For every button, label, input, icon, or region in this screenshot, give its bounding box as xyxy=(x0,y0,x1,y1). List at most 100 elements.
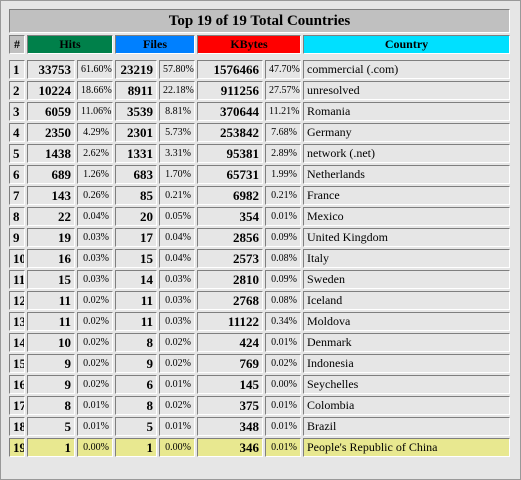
table-cell: 11.06% xyxy=(77,102,113,121)
table-row: 13 11 0.02% 11 0.03% 11122 0.34% Moldova xyxy=(9,312,510,331)
table-cell: 95381 xyxy=(197,144,263,163)
table-cell: 0.21% xyxy=(265,186,301,205)
table-cell: Iceland xyxy=(303,291,510,310)
table-cell: 12 xyxy=(9,291,25,310)
table-cell: 0.21% xyxy=(159,186,195,205)
header-cell: KBytes xyxy=(197,35,301,54)
table-cell: France xyxy=(303,186,510,205)
table-cell: 1 xyxy=(27,438,75,457)
table-cell: 0.02% xyxy=(159,354,195,373)
table-cell: 65731 xyxy=(197,165,263,184)
table-cell: 4 xyxy=(9,123,25,142)
table-cell: 47.70% xyxy=(265,60,301,79)
table-cell: 0.01% xyxy=(159,375,195,394)
header-cell: Files xyxy=(115,35,195,54)
table-cell: 7.68% xyxy=(265,123,301,142)
table-cell: 16 xyxy=(9,375,25,394)
table-cell: 1438 xyxy=(27,144,75,163)
table-cell: 0.34% xyxy=(265,312,301,331)
table-cell: 1.26% xyxy=(77,165,113,184)
table-cell: 20 xyxy=(115,207,157,226)
table-cell: Denmark xyxy=(303,333,510,352)
table-cell: 61.60% xyxy=(77,60,113,79)
table-cell: 9 xyxy=(27,354,75,373)
table-cell: 2810 xyxy=(197,270,263,289)
table-cell: Moldova xyxy=(303,312,510,331)
table-cell: 18 xyxy=(9,417,25,436)
table-row: 19 1 0.00% 1 0.00% 346 0.01% People's Republic … xyxy=(9,438,510,457)
table-cell: Seychelles xyxy=(303,375,510,394)
table-cell: 769 xyxy=(197,354,263,373)
table-cell: 375 xyxy=(197,396,263,415)
table-cell: 4.29% xyxy=(77,123,113,142)
table-cell: 5 xyxy=(9,144,25,163)
table-cell: 8 xyxy=(27,396,75,415)
table-row: 3 6059 11.06% 3539 8.81% 370644 11.21% Romania xyxy=(9,102,510,121)
table-cell: 15 xyxy=(115,249,157,268)
table-cell: 1.99% xyxy=(265,165,301,184)
table-row: 18 5 0.01% 5 0.01% 348 0.01% Brazil xyxy=(9,417,510,436)
table-cell: Mexico xyxy=(303,207,510,226)
table-cell: 0.03% xyxy=(159,270,195,289)
table-cell: 11 xyxy=(27,291,75,310)
table-cell: 18.66% xyxy=(77,81,113,100)
table-cell: 0.04% xyxy=(159,249,195,268)
table-cell: 689 xyxy=(27,165,75,184)
table-cell: 370644 xyxy=(197,102,263,121)
table-cell: 2301 xyxy=(115,123,157,142)
table-cell: 11.21% xyxy=(265,102,301,121)
table-cell: 3539 xyxy=(115,102,157,121)
table-row: 8 22 0.04% 20 0.05% 354 0.01% Mexico xyxy=(9,207,510,226)
table-cell: 0.03% xyxy=(159,291,195,310)
table-cell: Colombia xyxy=(303,396,510,415)
table-cell: 1 xyxy=(9,60,25,79)
table-cell: 2 xyxy=(9,81,25,100)
table-cell: 0.08% xyxy=(265,291,301,310)
table-row: 17 8 0.01% 8 0.02% 375 0.01% Colombia xyxy=(9,396,510,415)
table-cell: 10 xyxy=(27,333,75,352)
table-cell: 11 xyxy=(9,270,25,289)
table-cell: 1 xyxy=(115,438,157,457)
table-cell: 0.01% xyxy=(265,417,301,436)
header-cell: # xyxy=(9,35,25,54)
table-cell: 0.02% xyxy=(159,333,195,352)
table-cell: 8 xyxy=(115,333,157,352)
table-cell: 0.00% xyxy=(265,375,301,394)
table-cell: 0.09% xyxy=(265,228,301,247)
table-cell: Romania xyxy=(303,102,510,121)
table-cell: 15 xyxy=(9,354,25,373)
table-row: 10 16 0.03% 15 0.04% 2573 0.08% Italy xyxy=(9,249,510,268)
table-cell: United Kingdom xyxy=(303,228,510,247)
table-cell: 17 xyxy=(9,396,25,415)
table-body: 1 33753 61.60% 23219 57.80% 1576466 47.70% comm… xyxy=(9,60,510,457)
table-cell: 5.73% xyxy=(159,123,195,142)
table-cell: Indonesia xyxy=(303,354,510,373)
table-row: 9 19 0.03% 17 0.04% 2856 0.09% United Kingdom xyxy=(9,228,510,247)
table-cell: 11 xyxy=(115,291,157,310)
table-cell: 9 xyxy=(115,354,157,373)
table-cell: 7 xyxy=(9,186,25,205)
table-cell: 3 xyxy=(9,102,25,121)
table-cell: network (.net) xyxy=(303,144,510,163)
table-cell: 0.01% xyxy=(159,417,195,436)
table-row: 16 9 0.02% 6 0.01% 145 0.00% Seychelles xyxy=(9,375,510,394)
table-cell: 14 xyxy=(9,333,25,352)
table-cell: Italy xyxy=(303,249,510,268)
table-row: 15 9 0.02% 9 0.02% 769 0.02% Indonesia xyxy=(9,354,510,373)
table-cell: 0.00% xyxy=(159,438,195,457)
table-cell: unresolved xyxy=(303,81,510,100)
table-cell: 424 xyxy=(197,333,263,352)
table-row: 14 10 0.02% 8 0.02% 424 0.01% Denmark xyxy=(9,333,510,352)
table-cell: 145 xyxy=(197,375,263,394)
table-cell: 1.70% xyxy=(159,165,195,184)
table-row: 5 1438 2.62% 1331 3.31% 95381 2.89% network (.n… xyxy=(9,144,510,163)
table-cell: Netherlands xyxy=(303,165,510,184)
table-cell: 0.02% xyxy=(77,291,113,310)
table-cell: 5 xyxy=(27,417,75,436)
table-cell: 911256 xyxy=(197,81,263,100)
table-cell: 6 xyxy=(9,165,25,184)
table-row: 6 689 1.26% 683 1.70% 65731 1.99% Netherlands xyxy=(9,165,510,184)
table-cell: 354 xyxy=(197,207,263,226)
table-cell: 0.02% xyxy=(265,354,301,373)
